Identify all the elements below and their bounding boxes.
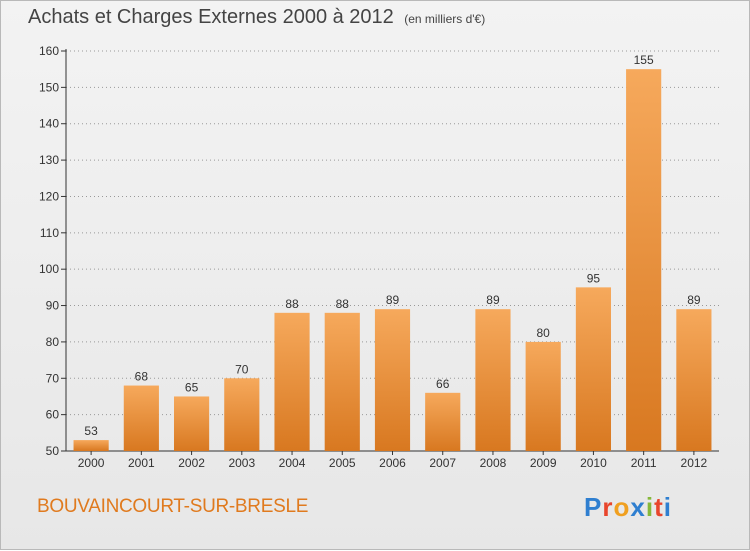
y-tick-label: 160 bbox=[39, 44, 59, 58]
bar bbox=[475, 309, 511, 451]
chart-title: Achats et Charges Externes 2000 à 2012 bbox=[28, 6, 394, 28]
x-tick-label: 2002 bbox=[178, 456, 205, 470]
data-label: 155 bbox=[634, 53, 654, 67]
x-tick-label: 2010 bbox=[580, 456, 607, 470]
y-tick-label: 100 bbox=[39, 262, 59, 276]
y-tick-label: 80 bbox=[46, 335, 60, 349]
x-tick-label: 2008 bbox=[480, 456, 507, 470]
bar bbox=[224, 378, 260, 451]
chart-subtitle: (en milliers d'€) bbox=[404, 12, 486, 26]
logo-letter: i bbox=[663, 492, 672, 522]
x-tick-label: 2006 bbox=[379, 456, 406, 470]
x-tick-label: 2005 bbox=[329, 456, 356, 470]
x-tick-label: 2007 bbox=[429, 456, 456, 470]
y-tick-label: 130 bbox=[39, 153, 59, 167]
y-tick-label: 150 bbox=[39, 80, 59, 94]
y-tick-label: 50 bbox=[46, 444, 60, 458]
logo-letter: i bbox=[645, 492, 655, 522]
x-tick-label: 2012 bbox=[681, 456, 708, 470]
x-tick-label: 2004 bbox=[279, 456, 306, 470]
logo-letter: o bbox=[613, 492, 631, 522]
x-tick-label: 2011 bbox=[631, 456, 657, 470]
bar bbox=[274, 312, 310, 451]
data-label: 68 bbox=[135, 370, 149, 384]
x-tick-label: 2001 bbox=[128, 456, 155, 470]
bar bbox=[575, 287, 612, 451]
bar bbox=[374, 309, 411, 451]
bar bbox=[73, 440, 109, 451]
y-tick-label: 110 bbox=[40, 226, 59, 240]
bar bbox=[173, 396, 210, 451]
data-label: 66 bbox=[436, 377, 450, 391]
data-label: 89 bbox=[386, 293, 400, 307]
y-tick-label: 140 bbox=[39, 117, 59, 131]
bar bbox=[676, 309, 712, 451]
data-label: 65 bbox=[185, 380, 199, 394]
bar bbox=[425, 392, 461, 451]
place-name: BOUVAINCOURT-SUR-BRESLE bbox=[37, 496, 309, 517]
y-tick-label: 120 bbox=[39, 189, 59, 203]
data-label: 89 bbox=[687, 293, 701, 307]
bar bbox=[324, 312, 360, 451]
data-label: 95 bbox=[587, 271, 601, 285]
data-label: 89 bbox=[486, 293, 500, 307]
logo-letter: x bbox=[630, 492, 646, 522]
data-label: 70 bbox=[235, 362, 249, 376]
bar bbox=[626, 69, 662, 451]
bar bbox=[123, 385, 159, 451]
x-tick-label: 2009 bbox=[530, 456, 557, 470]
y-tick-label: 70 bbox=[46, 371, 60, 385]
logo-letter: r bbox=[602, 492, 614, 522]
proxiti-logo[interactable]: Proxiti bbox=[584, 492, 672, 523]
data-label: 88 bbox=[336, 297, 350, 311]
y-tick-label: 90 bbox=[46, 299, 60, 313]
data-label: 80 bbox=[537, 326, 551, 340]
bar bbox=[525, 341, 561, 451]
x-tick-label: 2003 bbox=[228, 456, 255, 470]
chart-title-row: Achats et Charges Externes 2000 à 2012 (… bbox=[28, 6, 485, 29]
x-tick-label: 2000 bbox=[78, 456, 105, 470]
data-label: 88 bbox=[285, 297, 299, 311]
logo-letter: t bbox=[654, 492, 664, 522]
y-tick-label: 60 bbox=[46, 408, 60, 422]
data-label: 53 bbox=[84, 424, 98, 438]
logo-letter: P bbox=[584, 492, 603, 522]
